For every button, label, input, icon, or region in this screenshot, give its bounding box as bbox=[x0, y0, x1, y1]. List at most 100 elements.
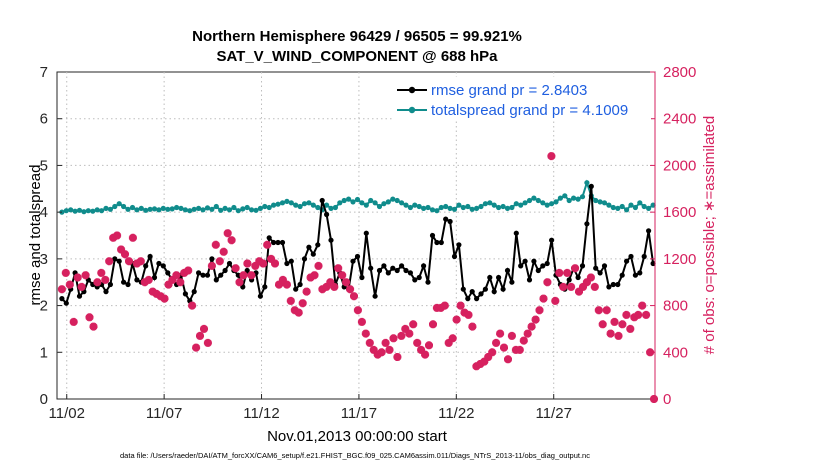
obs-point bbox=[496, 329, 505, 338]
spread-point bbox=[504, 205, 511, 211]
rmse-point bbox=[385, 270, 391, 276]
legend: rmse grand pr = 2.8403 totalspread grand… bbox=[394, 77, 651, 121]
spread-point bbox=[557, 195, 564, 201]
spread-point bbox=[337, 200, 343, 206]
spread-point bbox=[368, 197, 374, 204]
spread-point bbox=[191, 206, 197, 212]
spread-point bbox=[478, 203, 484, 210]
spread-point bbox=[465, 203, 471, 210]
spread-point bbox=[328, 205, 334, 211]
spread-point bbox=[275, 201, 281, 207]
rmse-point bbox=[597, 270, 603, 276]
spread-point bbox=[513, 201, 519, 207]
spread-point bbox=[381, 201, 387, 207]
left-y-axis: 0 1 2 3 4 5 6 7 bbox=[40, 64, 62, 408]
x-tick-label: 11/12 bbox=[243, 405, 279, 422]
spread-point bbox=[103, 205, 109, 211]
spread-point bbox=[491, 202, 497, 208]
spread-point bbox=[425, 204, 431, 211]
rmse-point bbox=[650, 260, 656, 267]
spread-point bbox=[385, 199, 391, 205]
right-tick-label: 1600 bbox=[663, 204, 696, 221]
obs-point bbox=[405, 329, 414, 338]
obs-point bbox=[97, 268, 106, 277]
rmse-point bbox=[641, 253, 647, 260]
rmse-point bbox=[443, 216, 449, 222]
rmse-point bbox=[306, 244, 312, 250]
obs-point bbox=[271, 259, 279, 268]
obs-point bbox=[535, 306, 544, 315]
spread-point bbox=[99, 208, 105, 214]
spread-point bbox=[549, 201, 555, 207]
spread-point bbox=[363, 202, 369, 208]
obs-point bbox=[310, 271, 319, 280]
legend-box bbox=[394, 77, 651, 121]
rmse-point bbox=[412, 277, 418, 283]
obs-point bbox=[539, 294, 548, 303]
spread-point bbox=[244, 204, 250, 211]
obs-point bbox=[350, 292, 358, 301]
obs-point bbox=[334, 264, 343, 273]
rmse-point bbox=[116, 258, 122, 264]
rmse-point bbox=[434, 239, 440, 246]
obs-point bbox=[211, 240, 220, 249]
spread-point bbox=[213, 203, 219, 210]
spread-point bbox=[593, 197, 599, 204]
rmse-point bbox=[451, 253, 458, 260]
rmse-point bbox=[619, 272, 625, 278]
spread-point bbox=[632, 204, 639, 211]
rmse-point bbox=[465, 296, 471, 302]
spread-point bbox=[266, 204, 272, 211]
rmse-point bbox=[544, 260, 550, 267]
rmse-point bbox=[438, 239, 444, 246]
rmse-point bbox=[518, 263, 524, 269]
obs-point bbox=[192, 343, 201, 352]
rmse-point bbox=[482, 286, 488, 292]
rmse-point bbox=[107, 281, 113, 288]
spread-point bbox=[196, 205, 202, 211]
rmse-point bbox=[456, 242, 462, 248]
obs-point bbox=[259, 259, 268, 268]
obs-point bbox=[642, 310, 651, 319]
obs-point bbox=[492, 338, 501, 347]
obs-point bbox=[105, 257, 114, 266]
spread-point bbox=[606, 202, 612, 208]
obs-point bbox=[113, 231, 122, 240]
spread-point bbox=[562, 193, 568, 199]
left-tick-label: 3 bbox=[40, 251, 48, 268]
left-tick-label: 5 bbox=[40, 157, 48, 174]
rmse-point bbox=[425, 279, 431, 285]
obs-point bbox=[231, 264, 240, 273]
spread-point bbox=[482, 201, 488, 207]
rmse-point bbox=[624, 258, 630, 264]
right-tick-label: 400 bbox=[663, 344, 688, 361]
rmse-point bbox=[165, 270, 171, 276]
rmse-point bbox=[244, 267, 250, 274]
obs-point bbox=[429, 320, 437, 329]
obs-point bbox=[634, 310, 643, 319]
obs-point bbox=[346, 285, 355, 294]
obs-point bbox=[338, 271, 347, 280]
obs-point bbox=[125, 257, 133, 266]
obs-point bbox=[128, 233, 137, 242]
obs-point bbox=[440, 301, 449, 310]
obs-point bbox=[286, 296, 295, 305]
spread-point bbox=[306, 200, 312, 206]
spread-point bbox=[107, 206, 113, 212]
rmse-point bbox=[469, 289, 475, 295]
rmse-point bbox=[460, 286, 466, 292]
spread-point bbox=[174, 204, 180, 211]
obs-point bbox=[488, 348, 497, 357]
rmse-point bbox=[487, 274, 493, 281]
obs-point bbox=[547, 152, 556, 161]
right-tick-label: 2800 bbox=[663, 64, 696, 81]
rmse-point bbox=[182, 291, 188, 297]
rmse-point bbox=[324, 211, 330, 218]
spread-point bbox=[297, 203, 303, 210]
obs-point bbox=[638, 301, 647, 310]
obs-point bbox=[57, 285, 66, 294]
obs-point bbox=[567, 282, 576, 291]
obs-point bbox=[314, 261, 323, 270]
rmse-point bbox=[579, 263, 586, 269]
axes-box bbox=[56, 71, 656, 400]
